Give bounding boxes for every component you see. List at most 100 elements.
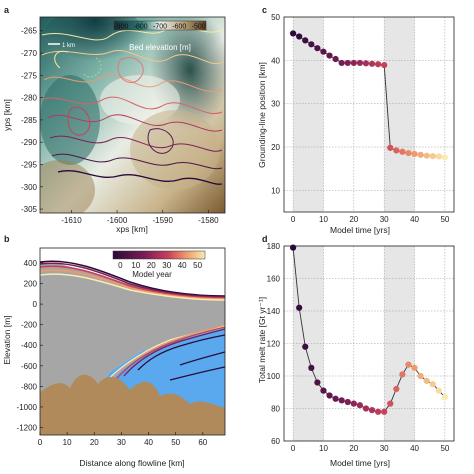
panel-a-ytick-label: -305: [21, 205, 38, 214]
panel-b-frame: [39, 247, 226, 436]
panel-c-data-point: [417, 151, 424, 158]
panel-d-data-point: [375, 408, 382, 415]
panel-b-ytick-label: -1200: [17, 424, 38, 433]
panel-c-letter: c: [262, 5, 267, 15]
panel-d-ytick-label: 80: [271, 405, 280, 414]
panel-a-xtick-label: -1610: [61, 216, 82, 225]
panel-d-data-point: [302, 343, 309, 350]
bed-profile: [40, 374, 225, 435]
panel-b-xlabel: Distance along flowline [km]: [79, 458, 184, 468]
panel-a-ytick-label: -300: [21, 183, 38, 192]
panel-d-frame: [283, 245, 455, 442]
panel-d-data-point: [441, 394, 448, 401]
panel-c-data-point: [387, 144, 394, 151]
panel-c-xlabel: Model time [yrs]: [330, 225, 390, 235]
panel-b-ytick-label: -400: [21, 341, 38, 350]
panel-b-xtick-label: 0: [38, 438, 43, 447]
panel-b-ytick-label: 400: [24, 259, 38, 268]
flowline-section: [40, 248, 225, 435]
panel-b-letter: b: [4, 234, 10, 244]
panel-c-data-point: [314, 45, 321, 52]
panel-b-ytick-label: -1000: [17, 403, 38, 412]
panel-d-data-point: [338, 397, 345, 404]
panel-d-ytick-label: 60: [271, 437, 280, 446]
panel-a-frame: [39, 16, 226, 214]
panel-c-data-point: [429, 153, 436, 160]
panel-a-ytick-label: -275: [21, 71, 38, 80]
panel-d-data-point: [423, 377, 430, 384]
panel-c-data-point: [332, 55, 339, 63]
panel-c-data-point: [368, 60, 376, 67]
panel-c-data-point: [362, 60, 370, 67]
panel-c-data-point: [405, 149, 412, 157]
panel-b-ytick-label: -200: [21, 321, 38, 330]
panel-d-xtick-label: 10: [319, 444, 328, 453]
panel-c-data-point: [290, 30, 297, 37]
panel-b-ytick-label: -600: [21, 362, 38, 371]
panel-a-ytick-label: -280: [21, 94, 38, 103]
panel-d-data-point: [332, 395, 339, 402]
panel-c-data-point: [296, 33, 303, 40]
panel-d-xtick-label: 0: [291, 444, 296, 453]
panel-c-data-point: [326, 52, 333, 59]
panel-d-data-point: [308, 364, 315, 371]
panel-d-xtick-label: 50: [440, 444, 449, 453]
model-year-colorbar: 0 10 20 30 40 50 Model year: [112, 250, 206, 279]
panel-c-data-point: [435, 153, 442, 160]
panel-d-data-point: [344, 398, 351, 406]
panel-c-ytick-label: 20: [271, 143, 280, 152]
year-colorbar-tick-label: 30: [162, 261, 171, 270]
panel-d-data-point: [411, 364, 418, 371]
year-colorbar-tick-label: 50: [193, 261, 202, 270]
panel-c-data-point: [350, 59, 357, 67]
panel-d-ytick-label: 140: [267, 307, 281, 316]
panel-c-data-point: [381, 62, 388, 69]
bed-colorbar-tick-label: -800: [134, 24, 148, 31]
panel-c-data-point: [393, 147, 400, 154]
panel-a-ytick-label: -290: [21, 138, 38, 147]
panel-b: b: [2, 234, 226, 468]
year-colorbar-tick-label: 10: [131, 261, 140, 270]
panel-d-data-point: [417, 372, 424, 380]
panel-a-letter: a: [4, 5, 10, 15]
panel-d-ytick-label: 180: [267, 242, 281, 251]
bed-elevation-map: [40, 17, 225, 213]
panel-c-frame: [283, 16, 455, 213]
panel-d-xtick-label: 40: [410, 444, 419, 453]
panel-d-data-point: [362, 405, 370, 412]
panel-c-ytick-label: 10: [271, 186, 280, 195]
panel-b-xtick-label: 10: [63, 438, 72, 447]
panel-c-forcing-shade: [384, 17, 415, 212]
panel-c-data-point: [375, 61, 382, 68]
panel-d-xlabel: Model time [yrs]: [330, 458, 390, 468]
panel-c-data-point: [308, 41, 315, 48]
panel-a-ytick-label: -270: [21, 49, 38, 58]
bed-elevation-label: Bed elevation [m]: [129, 43, 191, 52]
panel-c-xtick-label: 20: [349, 215, 358, 224]
panel-a-ylabel: yps [km]: [2, 99, 12, 131]
panel-d-ytick-label: 100: [267, 372, 281, 381]
panel-d-data-point: [356, 402, 363, 409]
panel-c-data-point: [356, 59, 363, 67]
panel-b-xtick-label: 50: [171, 438, 180, 447]
panel-d-data-point: [368, 407, 376, 414]
panel-c-data-point: [320, 48, 327, 55]
panel-c-ytick-label: 30: [271, 100, 280, 109]
year-colorbar-tick-label: 0: [118, 261, 123, 270]
panel-d-data-point: [393, 385, 400, 393]
bed-colorbar-tick-label: -900: [114, 24, 128, 31]
panel-d-data-point: [381, 408, 388, 415]
panel-d-data-point: [326, 392, 333, 399]
panel-d-xtick-label: 30: [380, 444, 389, 453]
panel-c-data-point: [344, 59, 351, 67]
bed-colorbar-tick-label: -500: [192, 24, 206, 31]
panel-d-xtick-label: 20: [349, 444, 358, 453]
panel-a-xtick-label: -1580: [198, 216, 219, 225]
panel-c-xtick-label: 50: [440, 215, 449, 224]
panel-d-ytick-label: 160: [267, 275, 281, 284]
panel-b-xtick-label: 20: [90, 438, 99, 447]
panel-b-xtick-label: 40: [144, 438, 153, 447]
panel-c: c 0 10 20 30 40 50 50 40 30 20 10 Model time [yrs]…: [257, 5, 455, 235]
panel-c-ylabel: Grounding-line position [km]: [257, 62, 267, 168]
year-colorbar-tick-label: 20: [147, 261, 156, 270]
